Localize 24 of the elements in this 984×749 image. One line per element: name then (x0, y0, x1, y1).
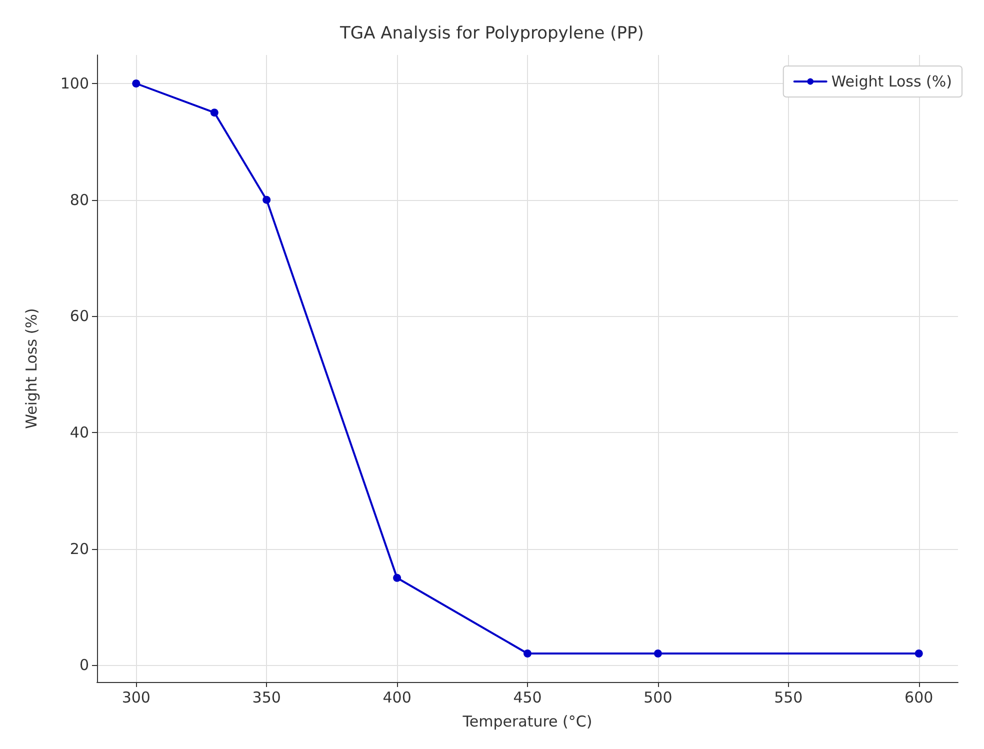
y-tick-label: 20 (70, 540, 89, 558)
y-tick-label: 40 (70, 423, 89, 442)
point (524, 650, 532, 658)
x-tick-label: 500 (644, 688, 672, 706)
y-tick-label: 80 (70, 190, 89, 209)
y-tick-label: 0 (79, 656, 89, 674)
y-tick-label: 60 (70, 307, 89, 326)
y-axis-title: Weight Loss (%) (22, 308, 40, 429)
y-tick-label: 100 (60, 74, 89, 92)
point (393, 574, 402, 582)
legend-label: Weight Loss (%) (831, 72, 952, 90)
x-tick-label: 600 (904, 688, 934, 706)
point (262, 196, 271, 204)
x-tick-label: 550 (774, 688, 803, 706)
point (210, 108, 218, 117)
point (132, 80, 140, 88)
x-tick-label: 400 (382, 688, 412, 706)
x-tick-label: 300 (122, 688, 150, 706)
x-axis-title: Temperature (°C) (462, 712, 592, 730)
point (654, 650, 662, 658)
x-tick-label: 350 (252, 688, 281, 706)
chart-title: TGA Analysis for Polypropylene (PP) (339, 24, 644, 44)
x-tick-label: 450 (513, 688, 542, 706)
point (914, 650, 923, 658)
